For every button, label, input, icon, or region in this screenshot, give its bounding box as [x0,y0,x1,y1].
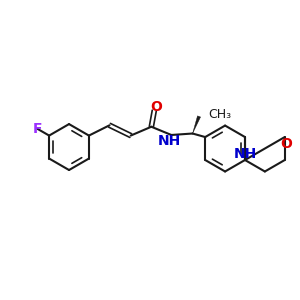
Text: NH: NH [234,146,257,161]
Text: F: F [33,122,42,136]
Text: O: O [150,100,162,114]
Text: NH: NH [158,134,181,148]
Text: O: O [280,136,292,151]
Text: CH₃: CH₃ [208,108,231,121]
Polygon shape [193,116,201,134]
